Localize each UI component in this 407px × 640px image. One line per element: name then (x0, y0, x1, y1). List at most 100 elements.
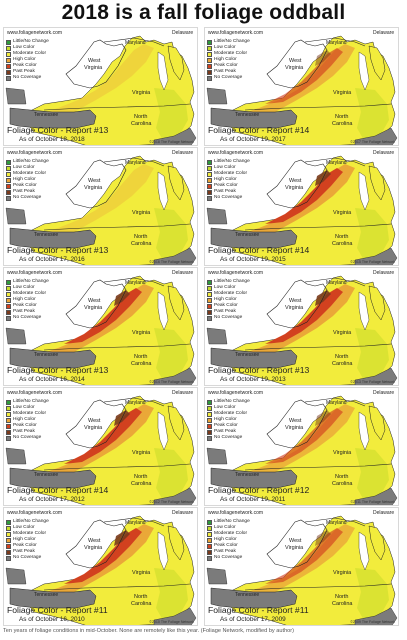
foliage-map (5, 515, 197, 625)
maryland-label: Maryland (326, 280, 347, 286)
legend-swatch (6, 411, 11, 417)
west-no-coverage (206, 567, 228, 585)
legend-item: Moderate Color (6, 171, 49, 177)
high-color-band (34, 44, 154, 126)
foliage-map (5, 155, 197, 265)
legend-swatch (6, 195, 11, 201)
legend-item: Past Peak (6, 69, 49, 75)
legend-label: Moderate Color (13, 291, 47, 296)
north-carolina-label-2: Carolina (332, 601, 353, 607)
legend-item: Little/No Change (6, 519, 49, 525)
west-virginia-label-2: Virginia (285, 425, 304, 431)
legend-swatch (6, 417, 11, 423)
legend-label: Peak Color (13, 543, 37, 548)
legend-label: High Color (214, 57, 237, 62)
legend-swatch (6, 165, 11, 171)
virginia-label: Virginia (132, 450, 151, 456)
legend-swatch (6, 51, 11, 57)
delmarva-peninsula (167, 405, 185, 441)
legend-item: Low Color (207, 165, 250, 171)
legend-swatch (6, 45, 11, 51)
legend-swatch (6, 297, 11, 303)
maryland-border (304, 397, 366, 407)
va-nc-border (244, 103, 392, 111)
tennessee-no-coverage (210, 227, 298, 249)
copyright-label: ©2009 The Foliage Network (350, 620, 395, 624)
copyright-label: ©2018 The Foliage Network (149, 140, 194, 144)
legend-label: Moderate Color (13, 51, 47, 56)
report-date: As of October 19, 2011 (220, 496, 286, 503)
low-color-area (355, 328, 389, 382)
tennessee-label: Tennessee (235, 352, 260, 358)
foliage-map-panel: www.foliagenetwork.com Little/No Change Lo… (3, 27, 198, 146)
legend-swatch (6, 537, 11, 543)
va-nc-border (43, 343, 191, 351)
report-title: Foliage Color - Report #11 (208, 605, 309, 615)
foliage-map (206, 515, 398, 625)
legend-item: Past Peak (207, 189, 250, 195)
west-virginia-outline (266, 399, 328, 449)
south-no-coverage (354, 487, 398, 505)
maryland-label: Maryland (326, 160, 347, 166)
west-virginia-label-1: West (88, 298, 101, 304)
legend-swatch (6, 549, 11, 555)
legend-label: Moderate Color (214, 531, 248, 536)
legend-label: High Color (13, 297, 36, 302)
legend-label: No Coverage (214, 435, 243, 440)
legend-item: Past Peak (6, 189, 49, 195)
legend-label: Little/No Change (13, 519, 49, 524)
legend-item: High Color (207, 417, 250, 423)
legend-label: Low Color (214, 525, 236, 530)
delmarva-peninsula (368, 165, 386, 201)
legend-swatch (6, 435, 11, 441)
delaware-label: Delaware (172, 150, 194, 156)
west-no-coverage (206, 207, 228, 225)
delmarva-peninsula (368, 525, 386, 561)
legend-item: Moderate Color (207, 531, 250, 537)
west-virginia-label-1: West (289, 58, 302, 64)
legend-swatch (207, 537, 212, 543)
legend-swatch (207, 417, 212, 423)
foliage-map-panel: www.foliagenetwork.com Little/No Change Lo… (3, 147, 198, 266)
west-virginia-label-2: Virginia (285, 305, 304, 311)
legend-swatch (207, 411, 212, 417)
legend-swatch (207, 309, 212, 315)
legend-label: Little/No Change (214, 519, 250, 524)
north-carolina-label-1: North (335, 114, 349, 120)
legend-swatch (207, 183, 212, 189)
peak-color-band (64, 288, 142, 344)
legend-label: Little/No Change (13, 279, 49, 284)
peak-color-band (265, 288, 343, 344)
legend-swatch (207, 45, 212, 51)
north-carolina-label-1: North (134, 234, 148, 240)
west-virginia-outline (65, 519, 127, 569)
legend-label: Moderate Color (214, 51, 248, 56)
legend-label: Little/No Change (214, 399, 250, 404)
maryland-border (304, 157, 366, 167)
copyright-label: ©2012 The Foliage Network (149, 500, 194, 504)
virginia-label: Virginia (132, 90, 151, 96)
west-virginia-outline (266, 159, 328, 209)
north-carolina-label-1: North (134, 114, 148, 120)
report-date: As of October 16, 2014 (19, 376, 85, 383)
chesapeake-bay (358, 531, 370, 571)
west-virginia-outline (266, 39, 328, 89)
va-nc-border (43, 103, 191, 111)
tennessee-no-coverage (210, 467, 298, 489)
legend-label: No Coverage (13, 75, 42, 80)
tennessee-no-coverage (9, 227, 97, 249)
legend-label: Past Peak (13, 309, 35, 314)
foliage-map (206, 35, 398, 145)
legend-label: Low Color (214, 45, 236, 50)
west-virginia-label-2: Virginia (285, 545, 304, 551)
legend-swatch (207, 303, 212, 309)
legend-label: High Color (214, 537, 237, 542)
peak-color-band (265, 168, 343, 224)
legend-swatch (207, 405, 212, 411)
foliage-map (5, 395, 197, 505)
legend-label: No Coverage (214, 315, 243, 320)
west-virginia-outline (65, 39, 127, 89)
low-color-area (355, 448, 389, 502)
west-virginia-label-1: West (289, 418, 302, 424)
legend-label: Low Color (13, 525, 35, 530)
